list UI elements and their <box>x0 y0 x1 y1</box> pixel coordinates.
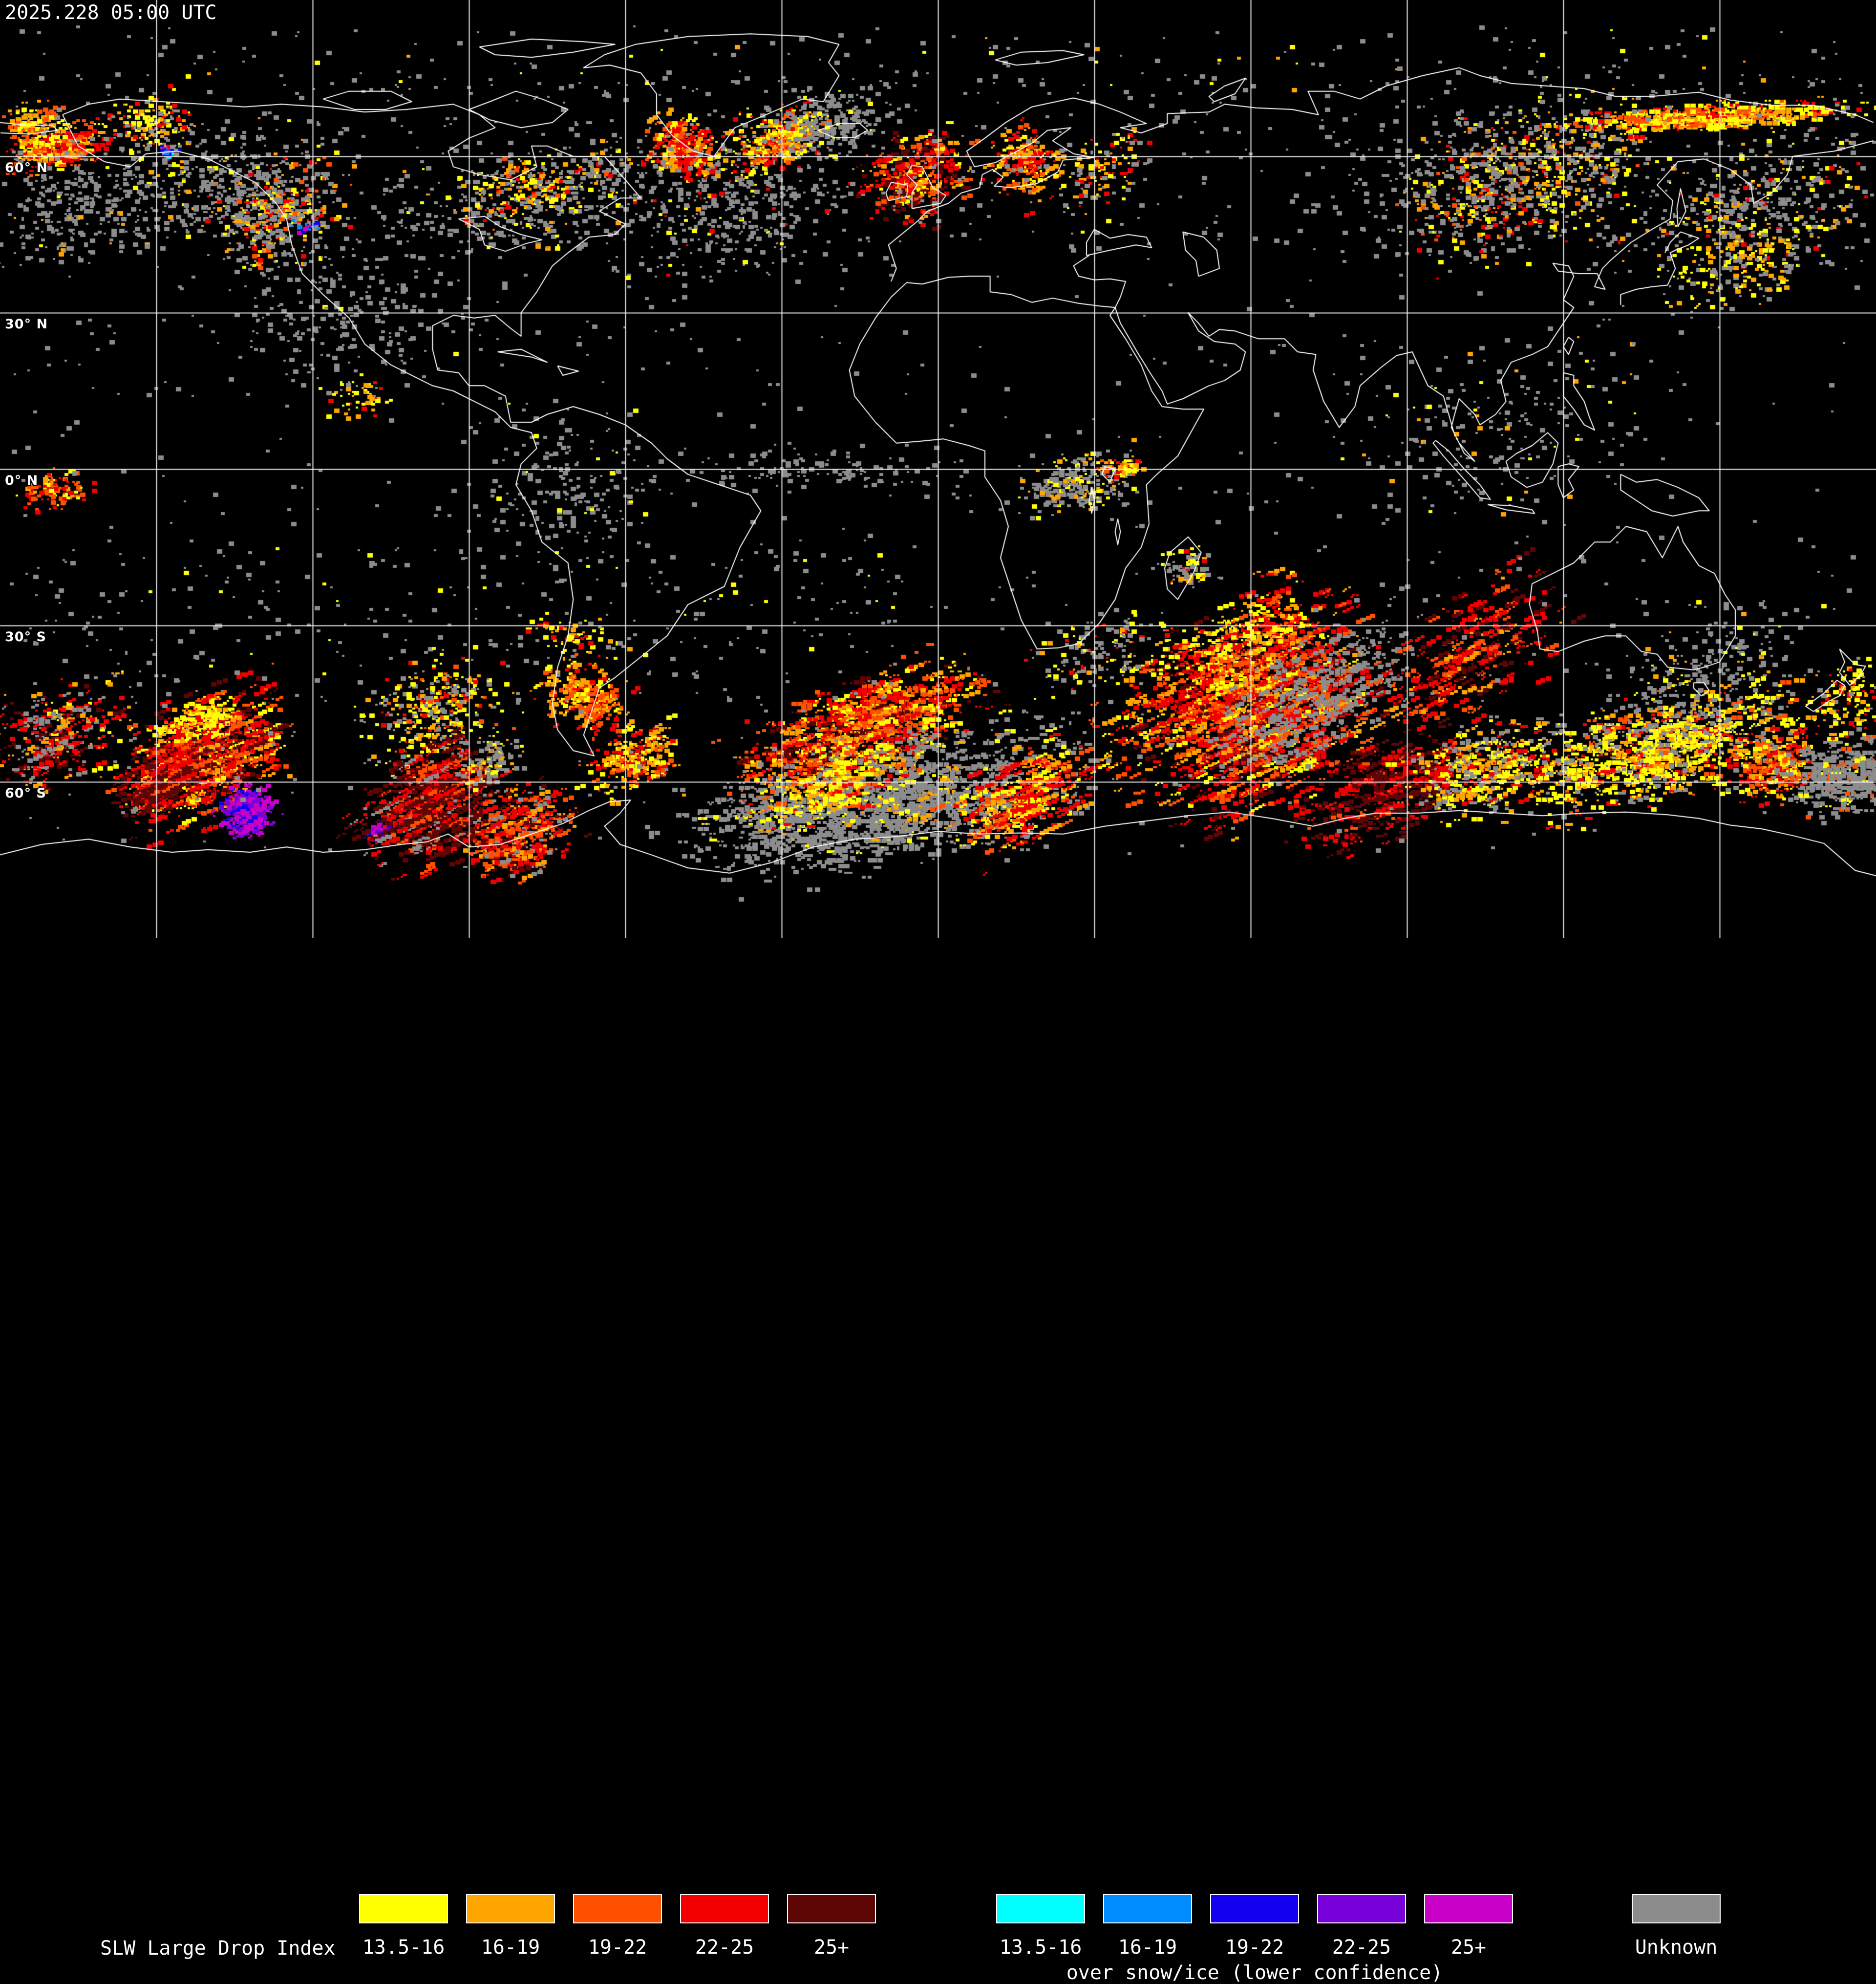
legend-swatch <box>573 1894 662 1923</box>
legend-swatch <box>1103 1894 1192 1923</box>
latitude-label: 60° N <box>5 160 48 175</box>
legend-item: 16-19 <box>1103 1894 1192 1959</box>
legend-swatch <box>996 1894 1085 1923</box>
legend-item: 22-25 <box>1317 1894 1406 1959</box>
legend-bin-label: 13.5-16 <box>999 1936 1082 1959</box>
legend-item: 13.5-16 <box>996 1894 1085 1959</box>
legend-item: 25+ <box>1424 1894 1513 1959</box>
timestamp: 2025.228 05:00 UTC <box>5 1 217 24</box>
legend-bin-label: 25+ <box>813 1936 850 1959</box>
world-map-canvas <box>0 0 1876 938</box>
legend-swatch <box>680 1894 769 1923</box>
legend-bin-label: 19-22 <box>1225 1936 1284 1959</box>
legend-item: Unknown <box>1632 1894 1721 1959</box>
legend-bin-label: 19-22 <box>588 1936 647 1959</box>
legend-title: SLW Large Drop Index <box>100 1937 336 1960</box>
legend-swatch <box>1632 1894 1721 1923</box>
legend-item: 19-22 <box>1210 1894 1299 1959</box>
legend-snowice-group: 13.5-16 16-19 19-22 22-25 25+ <box>996 1894 1513 1959</box>
legend-swatch <box>787 1894 876 1923</box>
legend-item: 22-25 <box>680 1894 769 1959</box>
legend-unknown-group: Unknown <box>1632 1894 1721 1959</box>
latitude-label: 0° N <box>5 473 39 488</box>
legend-bin-label: 22-25 <box>1332 1936 1391 1959</box>
latitude-label: 30° S <box>5 629 46 645</box>
latitude-label: 60° S <box>5 786 46 801</box>
legend-bar: SLW Large Drop Index 13.5-16 16-19 19-22 22… <box>0 938 1876 1984</box>
legend-swatch <box>466 1894 555 1923</box>
legend-swatch <box>1210 1894 1299 1923</box>
legend-standard-group: 13.5-16 16-19 19-22 22-25 25+ <box>359 1894 876 1959</box>
latitude-label: 30° N <box>5 317 48 332</box>
legend-bin-label: Unknown <box>1635 1936 1718 1959</box>
legend-bin-label: 16-19 <box>1118 1936 1177 1959</box>
legend-item: 13.5-16 <box>359 1894 448 1959</box>
legend-snowice-note: over snow/ice (lower confidence) <box>1066 1962 1443 1984</box>
legend-bin-label: 25+ <box>1450 1936 1487 1959</box>
legend-swatch <box>1317 1894 1406 1923</box>
legend-bin-label: 13.5-16 <box>362 1936 445 1959</box>
legend-swatch <box>1424 1894 1513 1923</box>
legend-bin-label: 22-25 <box>695 1936 754 1959</box>
legend-item: 25+ <box>787 1894 876 1959</box>
legend-swatch <box>359 1894 448 1923</box>
legend-item: 16-19 <box>466 1894 555 1959</box>
legend-item: 19-22 <box>573 1894 662 1959</box>
legend-bin-label: 16-19 <box>481 1936 540 1959</box>
